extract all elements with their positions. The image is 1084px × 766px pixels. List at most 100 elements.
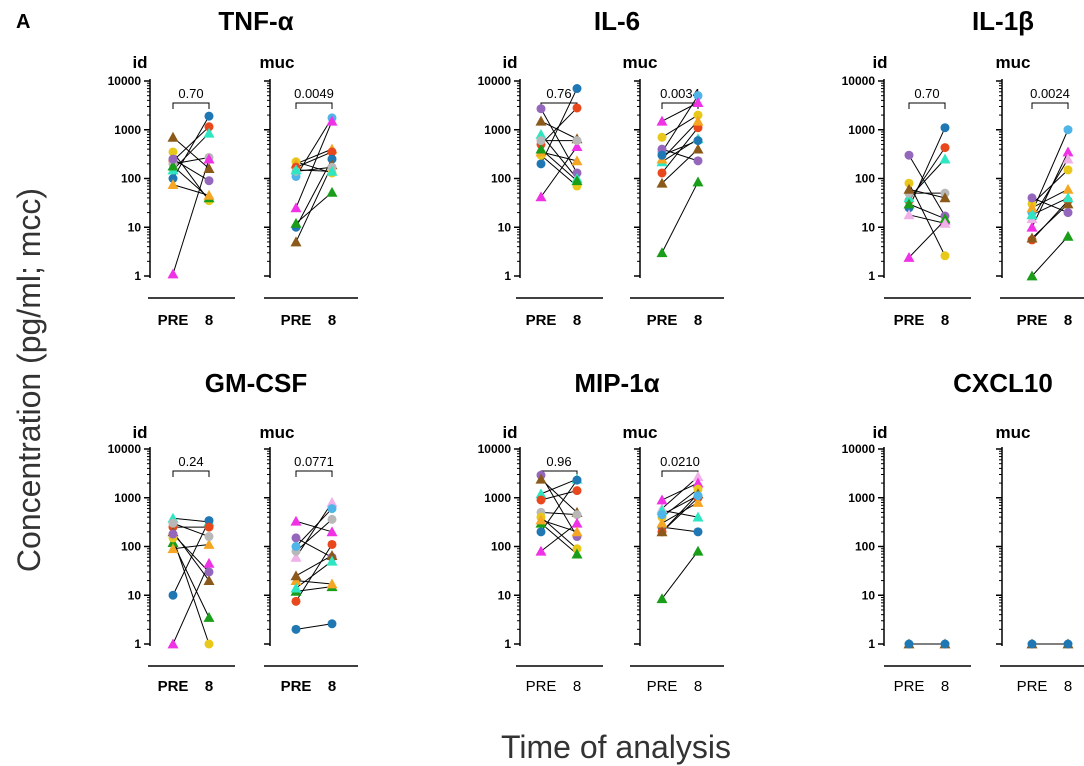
data-point-circle bbox=[904, 150, 914, 160]
data-point-triangle bbox=[290, 515, 302, 526]
pair-line bbox=[295, 623, 333, 630]
data-point-circle bbox=[1063, 208, 1073, 218]
data-point-triangle bbox=[167, 543, 179, 554]
pair-line bbox=[661, 482, 699, 501]
pair-line bbox=[661, 102, 699, 122]
pair-line bbox=[172, 184, 210, 196]
data-point-triangle bbox=[326, 186, 338, 197]
data-point-circle bbox=[536, 527, 546, 537]
subpanel-label: muc bbox=[623, 53, 658, 72]
data-point-circle bbox=[1027, 193, 1037, 203]
pair-line bbox=[540, 148, 578, 182]
pair-line bbox=[540, 120, 578, 140]
data-point-circle bbox=[904, 178, 914, 188]
pair-line bbox=[295, 560, 333, 589]
x-tick-label: 8 bbox=[694, 678, 702, 695]
data-point-circle bbox=[168, 590, 178, 600]
pair-line bbox=[172, 136, 210, 169]
pvalue-label: 0.70 bbox=[914, 86, 939, 101]
data-point-circle bbox=[168, 174, 178, 183]
data-point-circle bbox=[572, 510, 582, 520]
data-point-triangle bbox=[1026, 232, 1038, 243]
data-point-circle bbox=[940, 123, 950, 133]
pair-line bbox=[661, 550, 699, 599]
pair-line bbox=[295, 120, 333, 209]
y-tick-label: 1000 bbox=[484, 123, 511, 137]
data-point-triangle bbox=[203, 538, 215, 549]
subpanel-muc: muc PRE 8 0.0034 bbox=[623, 53, 724, 329]
data-point-triangle bbox=[939, 192, 951, 203]
y-tick-label: 10 bbox=[862, 220, 876, 234]
data-point-triangle bbox=[167, 268, 179, 279]
data-point-triangle bbox=[203, 611, 215, 622]
y-tick-label: 1 bbox=[868, 269, 875, 283]
pvalue-bracket bbox=[661, 470, 699, 477]
pair-line bbox=[172, 533, 210, 573]
data-point-triangle bbox=[1062, 230, 1074, 241]
data-point-circle bbox=[1063, 639, 1073, 649]
chart-il-1-: IL-1β id 1 10 100 1000 10000 PRE 8 0.70 muc PRE 8 0.0… bbox=[842, 6, 1084, 329]
x-tick-label: 8 bbox=[328, 678, 336, 695]
data-point-circle bbox=[657, 168, 667, 178]
y-tick-label: 10000 bbox=[108, 442, 142, 456]
data-point-circle bbox=[327, 154, 337, 164]
data-point-circle bbox=[572, 136, 582, 146]
y-tick-label: 100 bbox=[121, 540, 141, 554]
pvalue-bracket bbox=[908, 102, 946, 109]
data-point-triangle bbox=[903, 198, 915, 209]
subpanel-id: id 1 10 100 1000 10000 PRE 8 0.96 bbox=[478, 423, 603, 695]
pair-line bbox=[661, 114, 699, 138]
y-tick-label: 1 bbox=[504, 269, 511, 283]
pair-line bbox=[295, 508, 333, 547]
data-point-circle bbox=[204, 111, 214, 121]
data-point-triangle bbox=[1062, 146, 1074, 157]
pair-line bbox=[172, 537, 210, 645]
x-tick-label: PRE bbox=[281, 312, 312, 329]
data-point-triangle bbox=[656, 593, 668, 604]
y-tick-label: 1000 bbox=[114, 491, 141, 505]
data-point-triangle bbox=[535, 128, 547, 139]
data-point-circle bbox=[291, 533, 301, 543]
data-point-triangle bbox=[290, 582, 302, 593]
chart-cxcl10: CXCL10 id 1 10 100 1000 10000 PRE 8 muc PRE 8 bbox=[842, 368, 1084, 695]
data-point-triangle bbox=[903, 209, 915, 220]
pair-line bbox=[908, 158, 946, 199]
data-point-triangle bbox=[1062, 153, 1074, 164]
y-tick-label: 100 bbox=[855, 172, 875, 186]
subpanel-id: id 1 10 100 1000 10000 PRE 8 0.70 bbox=[108, 53, 235, 329]
x-tick-label: 8 bbox=[1064, 678, 1072, 695]
data-point-circle bbox=[536, 136, 546, 146]
pvalue-bracket bbox=[1031, 102, 1069, 109]
data-point-circle bbox=[693, 491, 703, 501]
x-tick-label: 8 bbox=[573, 678, 581, 695]
data-point-triangle bbox=[656, 526, 668, 537]
y-tick-label: 1 bbox=[134, 637, 141, 651]
pair-line bbox=[908, 214, 946, 224]
subpanel-label: id bbox=[502, 423, 517, 442]
pair-line bbox=[172, 520, 210, 596]
data-point-triangle bbox=[656, 517, 668, 528]
data-point-circle bbox=[168, 154, 178, 164]
data-point-triangle bbox=[203, 163, 215, 173]
data-point-triangle bbox=[290, 570, 302, 581]
pair-line bbox=[661, 140, 699, 156]
data-point-triangle bbox=[692, 471, 704, 482]
data-point-triangle bbox=[326, 165, 338, 176]
data-point-triangle bbox=[692, 115, 704, 126]
data-point-triangle bbox=[203, 557, 215, 568]
data-point-circle bbox=[327, 539, 337, 549]
y-tick-label: 10 bbox=[498, 588, 512, 602]
x-tick-label: 8 bbox=[328, 312, 336, 329]
y-tick-label: 1 bbox=[134, 269, 141, 283]
data-point-circle bbox=[204, 567, 214, 577]
pair-line bbox=[295, 164, 333, 243]
data-point-triangle bbox=[903, 183, 915, 194]
pvalue-bracket bbox=[540, 102, 578, 109]
data-point-triangle bbox=[692, 496, 704, 507]
y-tick-label: 100 bbox=[491, 172, 511, 186]
pair-line bbox=[661, 493, 699, 533]
x-axis-label: Time of analysis bbox=[501, 729, 731, 765]
pair-line bbox=[172, 563, 210, 645]
x-tick-label: PRE bbox=[158, 678, 189, 695]
x-tick-label: PRE bbox=[526, 678, 557, 695]
